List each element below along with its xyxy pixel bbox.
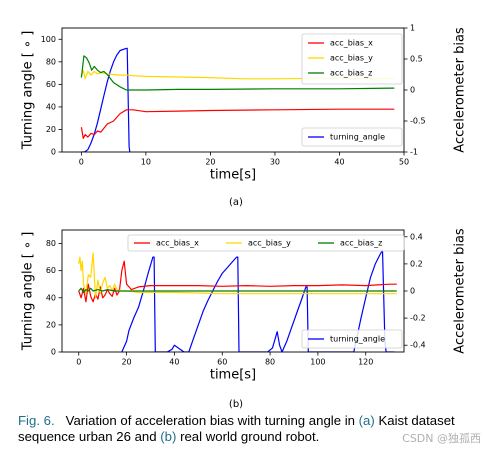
chart-panel-b: 0 20 40 60 80 100 120 0 20 40 60 80 -0.4 -0.2 0 0.2 0.4 t…: [21, 228, 468, 410]
y-left-tick-label: 0: [51, 148, 56, 157]
x-tick-label: 80: [265, 358, 275, 367]
y-right-axis-label: Accelerometer bias: [453, 228, 468, 354]
y-right-tick-label: 0.2: [410, 259, 423, 268]
series-line-turning_angle: [121, 249, 395, 352]
caption-ref-b[interactable]: (b): [160, 429, 177, 444]
y-left-axis-label: Turning angle [ ∘ ]: [21, 31, 36, 151]
watermark-text: CSDN @独孤西: [402, 432, 481, 445]
x-tick-label: 10: [141, 158, 151, 167]
series-line-acc_bias_x: [78, 260, 397, 303]
series-line-acc_bias_y: [80, 69, 395, 80]
x-tick-label: 20: [205, 158, 215, 167]
legend-bottom-box: [301, 329, 403, 349]
x-tick-label: 40: [169, 358, 179, 367]
legend-bottom-box: [301, 127, 403, 147]
legend-label-acc_bias_x: acc_bias_x: [330, 39, 373, 48]
y-right-tick-label: -0.2: [410, 314, 426, 323]
legend-top-box: [301, 33, 403, 85]
caption-ref-a[interactable]: (a): [358, 413, 375, 428]
y-left-axis-label: Turning angle [ ∘ ]: [21, 232, 36, 352]
y-left-tick-label: 80: [46, 57, 56, 66]
y-left-tick-label: 40: [46, 102, 56, 111]
x-tick-label: 60: [217, 358, 227, 367]
x-axis-label: time[s]: [210, 368, 256, 383]
y-right-tick-label: -0.4: [410, 341, 426, 350]
legend-label-acc_bias_z: acc_bias_z: [330, 69, 372, 78]
legend-label-acc_bias_y: acc_bias_y: [330, 54, 373, 63]
caption-fig-label: Fig. 6.: [18, 413, 55, 428]
legend-label-acc_bias_z: acc_bias_z: [340, 239, 382, 248]
panel-label: (a): [229, 197, 243, 208]
x-tick-label: 0: [76, 358, 81, 367]
y-left-tick-label: 0: [51, 348, 56, 357]
y-left-tick-label: 60: [46, 266, 56, 275]
x-tick-label: 30: [270, 158, 280, 167]
x-tick-label: 100: [310, 358, 325, 367]
x-tick-label: 0: [79, 158, 84, 167]
x-tick-label: 120: [358, 358, 373, 367]
y-right-tick-label: 1: [410, 24, 415, 33]
x-axis-label: time[s]: [210, 168, 256, 183]
y-left-tick-label: 80: [46, 239, 56, 248]
y-right-tick-label: 0: [410, 287, 415, 296]
legend-label-acc_bias_x: acc_bias_x: [156, 239, 199, 248]
legend-label-acc_bias_y: acc_bias_y: [248, 239, 291, 248]
y-left-tick-label: 40: [46, 293, 56, 302]
panel-label: (b): [229, 399, 243, 410]
legend-top-box: [127, 234, 405, 252]
x-tick-label: 20: [121, 358, 131, 367]
x-tick-label: 40: [334, 158, 344, 167]
chart-panel-a: 0 10 20 30 40 50 0 20 40 60 80 100 -1 -0.5 0 0.5 1 time[s…: [21, 24, 468, 209]
y-left-tick-label: 20: [46, 125, 56, 134]
y-left-tick-label: 20: [46, 320, 56, 329]
caption-text-3: real world ground robot.: [180, 429, 320, 444]
y-right-tick-label: 0: [410, 86, 415, 95]
legend-label-turning_angle: turning_angle: [330, 335, 385, 344]
y-left-tick-label: 100: [41, 35, 56, 44]
y-right-axis-label: Accelerometer bias: [453, 27, 468, 153]
y-right-tick-label: 0.4: [410, 232, 423, 241]
y-right-tick-label: -1: [410, 148, 418, 157]
y-left-tick-label: 60: [46, 80, 56, 89]
y-right-tick-label: 0.5: [410, 55, 423, 64]
series-line-acc_bias_z: [78, 287, 397, 293]
series-line-turning_angle: [81, 47, 131, 152]
series-line-acc_bias_x: [80, 108, 395, 139]
figure-caption: Fig. 6. Variation of acceleration bias w…: [18, 413, 478, 445]
caption-text-1: Variation of acceleration bias with turn…: [65, 413, 355, 428]
caption-text-2: Kaist dataset sequence urban 26 and: [18, 413, 455, 444]
series-line-acc_bias_z: [80, 55, 395, 91]
x-tick-label: 50: [399, 158, 409, 167]
y-right-tick-label: -0.5: [410, 117, 426, 126]
legend-label-turning_angle: turning_angle: [330, 133, 385, 142]
